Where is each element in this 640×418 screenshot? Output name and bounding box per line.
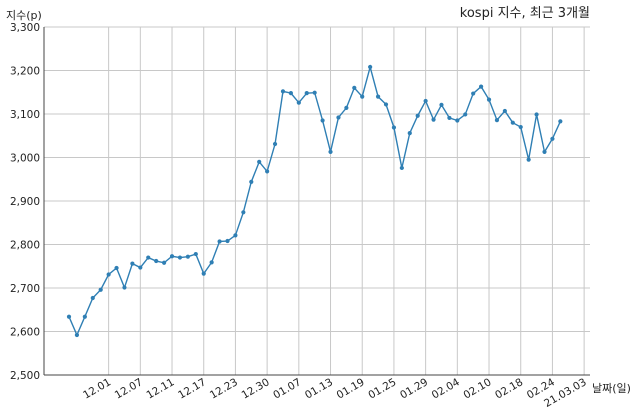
data-point <box>486 97 492 102</box>
data-point <box>368 64 373 70</box>
data-point <box>479 84 484 89</box>
data-point <box>138 265 143 270</box>
data-point <box>241 210 246 215</box>
x-tick-label: 02.18 <box>493 376 525 401</box>
data-point <box>154 258 159 264</box>
data-point <box>146 255 151 260</box>
x-tick-labels: 12.01 12.07 12.11 12.17 12.23 12.30 01.07 01.13… <box>81 376 589 410</box>
x-tick-label: 01.07 <box>271 376 303 401</box>
data-point <box>90 295 95 301</box>
data-point <box>431 117 436 122</box>
y-tick-labels: 2,500 2,600 2,700 2,800 2,900 3,000 3,100 3,200… <box>10 22 40 382</box>
data-point <box>455 118 460 123</box>
data-point <box>233 233 238 238</box>
y-axis-label: 지수(p) <box>6 9 42 22</box>
data-point <box>423 98 428 104</box>
data-point <box>169 254 175 259</box>
data-point <box>534 112 539 117</box>
data-point <box>193 251 198 257</box>
x-tick-label: 01.25 <box>366 376 398 401</box>
data-point <box>463 112 468 117</box>
data-point <box>391 125 397 130</box>
x-tick-label: 12.07 <box>113 376 145 401</box>
y-tick-label: 3,300 <box>10 22 40 34</box>
x-tick-label: 12.17 <box>176 376 208 401</box>
y-tick-label: 2,800 <box>10 240 40 252</box>
data-point <box>201 271 206 276</box>
data-point <box>98 287 103 292</box>
data-point <box>257 159 262 164</box>
data-point <box>375 94 381 99</box>
data-point <box>106 272 111 277</box>
data-point <box>82 314 87 319</box>
data-point <box>312 90 317 95</box>
data-point <box>494 117 500 123</box>
data-point <box>209 260 214 265</box>
data-point <box>415 113 420 118</box>
data-point <box>122 285 127 290</box>
chart-title: kospi 지수, 최근 3개월 <box>460 6 590 21</box>
x-tick-label: 12.30 <box>240 376 272 401</box>
data-point <box>447 115 452 121</box>
x-tick-label: 12.01 <box>81 376 113 401</box>
data-point <box>114 265 119 271</box>
y-tick-label: 3,000 <box>10 153 40 165</box>
data-point <box>272 141 278 147</box>
grid-lines <box>44 26 590 376</box>
data-point <box>344 105 349 111</box>
data-point <box>502 108 507 114</box>
x-tick-label: 02.04 <box>430 376 462 402</box>
data-point <box>407 131 412 136</box>
data-point <box>399 165 404 171</box>
data-point <box>225 238 230 244</box>
data-point <box>471 91 476 96</box>
x-tick-label: 01.13 <box>303 376 335 401</box>
x-axis-label: 날짜(일) <box>592 381 631 395</box>
data-point <box>74 332 80 338</box>
data-point <box>336 115 341 120</box>
data-point <box>526 157 531 162</box>
data-points <box>66 64 563 338</box>
y-tick-label: 2,700 <box>10 283 40 295</box>
data-point <box>280 89 286 94</box>
data-point <box>328 149 333 154</box>
data-point <box>177 255 183 260</box>
data-point <box>518 124 523 130</box>
data-point <box>296 100 301 105</box>
axes <box>43 27 590 376</box>
data-point <box>304 91 309 96</box>
data-point <box>439 102 444 107</box>
data-point <box>185 254 190 259</box>
x-tick-label: 12.23 <box>208 376 240 401</box>
data-point <box>550 136 555 141</box>
data-point <box>320 118 325 123</box>
y-tick-label: 2,900 <box>10 196 40 208</box>
data-point <box>130 261 135 266</box>
data-point <box>360 94 365 99</box>
data-point <box>249 179 254 184</box>
data-point <box>162 260 167 265</box>
y-tick-label: 2,500 <box>10 370 40 382</box>
y-tick-label: 3,200 <box>10 66 40 78</box>
data-point <box>510 120 515 125</box>
x-tick-label: 01.29 <box>398 376 430 401</box>
data-point <box>66 314 72 319</box>
data-point <box>217 239 222 244</box>
data-point <box>542 149 547 154</box>
y-tick-label: 2,600 <box>10 327 40 339</box>
data-point <box>265 169 270 174</box>
data-point <box>288 91 293 96</box>
x-tick-label: 12.11 <box>144 376 176 401</box>
data-point <box>383 102 389 107</box>
data-point <box>558 119 563 124</box>
x-tick-label: 01.19 <box>335 376 367 401</box>
y-tick-label: 3,100 <box>10 109 40 121</box>
x-tick-label: 02.10 <box>461 376 493 401</box>
data-point <box>352 85 357 90</box>
